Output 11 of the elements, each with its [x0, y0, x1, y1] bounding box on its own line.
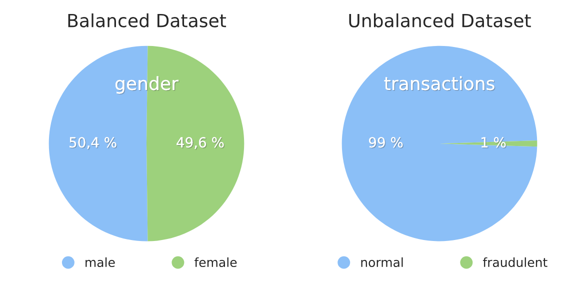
legend-label: male	[86, 257, 115, 268]
legend-label: fraudulent	[482, 257, 548, 268]
chart-title: Unbalanced Dataset	[349, 13, 531, 28]
legend-label: female	[194, 257, 237, 268]
data-label: 49,6 %	[176, 137, 225, 150]
slice-label: normal	[361, 257, 403, 268]
pie-slice	[342, 46, 538, 242]
data-label: 50,4 %	[70, 137, 118, 150]
chart-title: Balanced Dataset	[68, 13, 226, 28]
data-label: 99 %	[369, 137, 404, 148]
text: transactions	[384, 76, 496, 92]
